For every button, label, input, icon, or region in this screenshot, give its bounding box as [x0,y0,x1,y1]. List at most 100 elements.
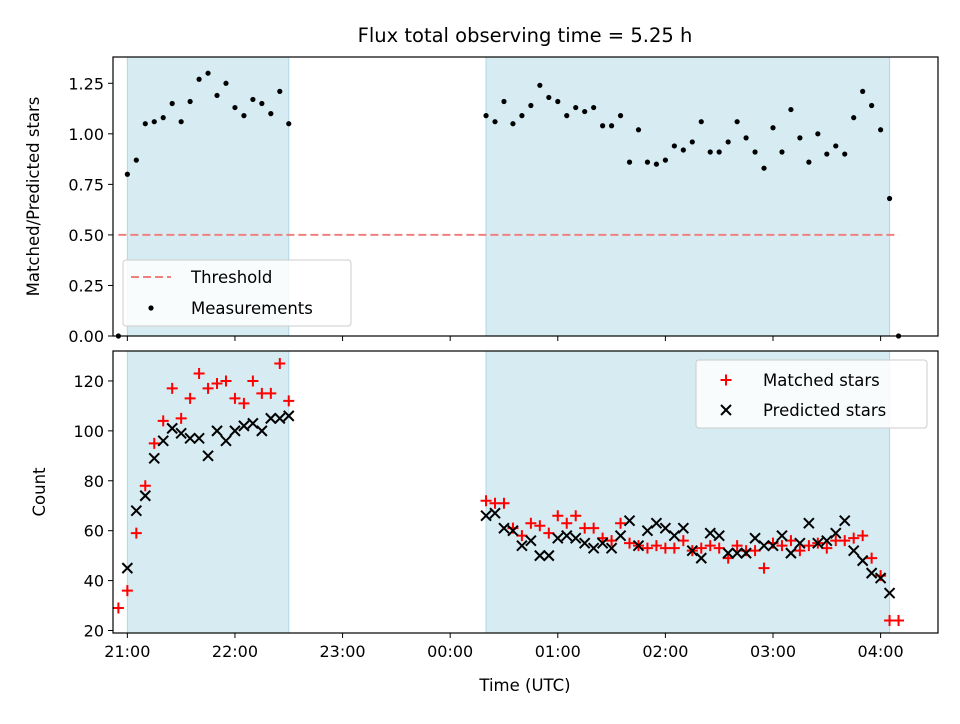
predicted-star-point [552,532,564,544]
measurement-point [160,115,166,121]
predicted-star-point [193,432,205,445]
matched-star-point [641,542,653,554]
matched-star-point [139,480,151,492]
predicted-star-point [830,527,842,539]
predicted-star-point [847,544,860,557]
measurements-series [115,70,902,339]
predicted-star-point [803,517,815,529]
measurement-point [591,104,597,111]
measurement-point [223,80,229,86]
measurement-point [608,123,615,129]
measurement-point [268,111,274,117]
measurement-point [205,70,211,76]
matched-star-point [794,545,806,557]
legend-predicted-label: Predicted stars [763,401,886,420]
measurement-point [546,94,552,101]
predicted-star-point [543,549,555,562]
measurement-point [878,127,884,133]
measurement-point [833,143,839,149]
legend-box [122,259,352,327]
measurement-point [761,165,767,171]
predicted-star-point [498,522,510,534]
y-tick-label: 80 [84,472,104,491]
measurement-point [842,151,848,157]
matched-star-point [776,540,788,552]
axes-frame [112,350,939,634]
measurement-point [725,139,731,145]
measurement-point [196,76,202,82]
predicted-star-point [722,547,734,559]
measurement-point [519,113,525,119]
measurement-point [644,159,651,165]
matched-star-point [848,532,860,544]
matched-star-point [220,375,232,387]
matched-star-point [677,535,689,547]
predicted-star-point [605,542,618,554]
predicted-star-point [148,452,160,465]
legend: Matched stars Predicted stars [695,359,928,429]
predicted-star-point [130,505,143,517]
measurement-point [169,100,175,107]
predicted-star-point [184,432,196,445]
matched-star-point [650,540,662,552]
measurement-point [214,92,220,99]
matched-star-point [606,535,618,547]
count-panel: 20 40 60 80 100 120 21:00 22:00 23:00 00:00 01:00 0… [30,350,939,661]
measurement-point [797,135,803,141]
measurement-point [752,149,758,155]
x-tick-label: 04:00 [858,642,904,661]
predicted-star-point [704,527,716,539]
predicted-star-point [821,534,833,547]
predicted-star-point [865,567,878,579]
matched-star-point [821,542,833,554]
legend-measurements-swatch [148,305,154,311]
predicted-star-point [516,539,528,552]
predicted-star-point [731,547,743,559]
y-tick-label: 1.25 [68,74,104,93]
predicted-star-point [139,490,151,502]
matched-star-point [857,530,869,542]
measurement-point [626,159,633,165]
predicted-star-point [659,522,672,534]
predicted-star-point [785,547,797,559]
y-tick-label: 40 [84,572,104,591]
measurement-point [698,119,704,125]
measurement-point [869,102,875,109]
matched-star-point [570,510,582,522]
measurement-point [689,139,695,145]
matched-star-point [184,392,196,404]
matched-star-point [624,537,636,549]
predicted-star-point [265,412,277,425]
matched-star-point [534,520,546,532]
measurement-point [259,100,265,107]
measurement-point [501,98,507,105]
measurement-point [806,159,812,165]
measurement-point [860,88,866,94]
predicted-star-point [839,514,851,527]
measurement-point [555,98,561,105]
measurement-point [743,135,749,141]
matched-star-point [552,510,564,522]
matched-star-point [803,540,815,552]
measurement-point [187,98,193,105]
predicted-stars-series [121,410,896,599]
matched-star-point [893,615,905,627]
matched-star-point [229,392,241,404]
matched-star-point [866,552,878,564]
measurement-point [886,195,893,202]
measurement-point [662,157,668,163]
matched-star-point [130,527,142,539]
predicted-star-point [883,587,896,599]
predicted-star-point [238,420,250,432]
measurement-point [617,113,624,119]
measurement-point [564,113,570,119]
legend: Threshold Measurements [122,259,352,327]
shaded-interval-2 [486,57,890,336]
measurement-point [680,147,686,153]
measurement-point [277,88,283,94]
y-tick-label: 120 [73,372,104,391]
predicted-star-point [166,422,178,435]
x-tick-label: 23:00 [320,642,366,661]
predicted-star-point [668,529,681,542]
